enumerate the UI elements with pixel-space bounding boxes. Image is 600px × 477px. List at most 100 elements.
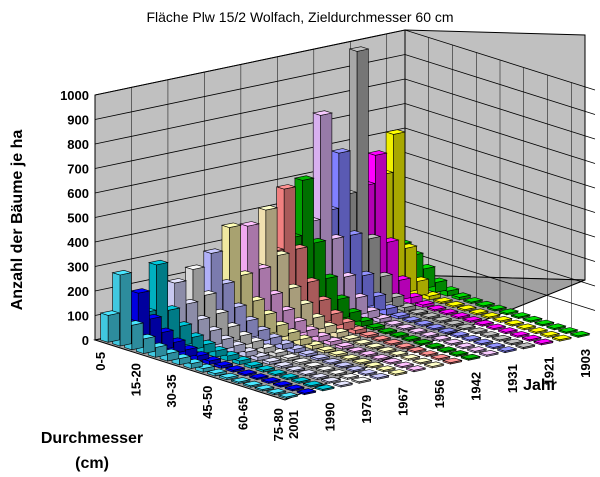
x-tick-label: 60-65 [235,397,250,430]
bar [332,380,354,388]
bar [444,300,466,308]
bar [346,325,368,335]
bar [267,348,289,358]
bar [375,365,397,373]
z-axis-ticks: 0 100 200 300 400 500 600 700 800 900 1000 [60,88,89,348]
bar [406,346,428,354]
bar [350,376,372,384]
bar [569,330,591,338]
bar [437,308,459,316]
y-tick-label: 1979 [359,395,374,424]
chart-title: Fläche Plw 15/2 Wolfach, Zieldurchmesser… [146,9,453,25]
bar [401,316,423,324]
bar [356,369,378,377]
bar [339,354,361,362]
bar [291,357,313,365]
bar [400,335,422,343]
z-tick-label: 900 [67,113,89,128]
y-tick-label: 1921 [541,357,556,386]
bar [450,292,472,301]
bar [533,319,555,327]
bar [497,327,519,335]
bar [443,319,465,327]
bar [496,346,518,354]
y-tick-label: 1931 [505,364,520,393]
y-axis-ticks: 2001 1990 1979 1967 1956 1942 1931 1921 1903 [286,349,593,439]
z-tick-label: 100 [67,309,89,324]
bar [182,358,204,370]
bar [485,323,507,331]
y-tick-label: 1903 [578,349,593,378]
gridline [94,29,596,96]
bar [260,376,282,384]
bar [479,312,501,320]
bar [218,372,240,381]
bar [284,384,306,392]
bar [462,297,484,305]
bar [364,361,384,369]
bar [478,349,500,357]
z-tick-label: 600 [67,186,89,201]
y-tick-label: 1956 [432,380,447,409]
bar [297,349,319,358]
bar [473,319,495,327]
bar [352,338,374,346]
bar [308,373,330,381]
bar [315,365,336,373]
bar [486,304,508,312]
bar [206,368,228,377]
z-tick-label: 0 [82,333,89,348]
bar [431,316,453,324]
z-tick-label: 700 [67,162,89,177]
bar [432,297,454,305]
bar [448,350,470,358]
bar [430,334,452,342]
bar [509,331,531,338]
bar [395,323,417,331]
bar [254,365,276,373]
bar [272,380,294,388]
bar [466,346,488,354]
bar [212,360,234,369]
bar [230,377,252,385]
bar [503,319,525,327]
bar [468,308,490,316]
bar [358,330,380,339]
bar [456,304,478,312]
bar [424,342,446,350]
bar [285,344,307,354]
bar [539,330,561,338]
bar [279,353,301,362]
bar [387,350,409,358]
bar [467,327,489,335]
bar [242,360,264,369]
bar [449,331,470,339]
bar [418,331,440,339]
bar [322,336,344,346]
y-tick-label: 1967 [396,387,411,416]
bar [419,312,441,320]
gridline [94,127,596,194]
z-tick-label: 500 [67,211,89,226]
bar [357,350,379,358]
bar [334,341,355,350]
bar [502,338,524,346]
bar [194,363,216,373]
gridline [94,78,596,145]
bar [339,373,359,380]
bar [411,357,433,365]
z-tick-label: 1000 [60,88,89,103]
bar [290,376,312,384]
bar [491,315,513,323]
bar [437,327,459,335]
bar [351,357,373,365]
bar [345,346,367,354]
bar [414,300,436,308]
bar [365,322,387,331]
bar [381,357,403,365]
bar [498,308,520,316]
bar [314,384,336,392]
bar [551,334,573,342]
bar [224,365,246,373]
